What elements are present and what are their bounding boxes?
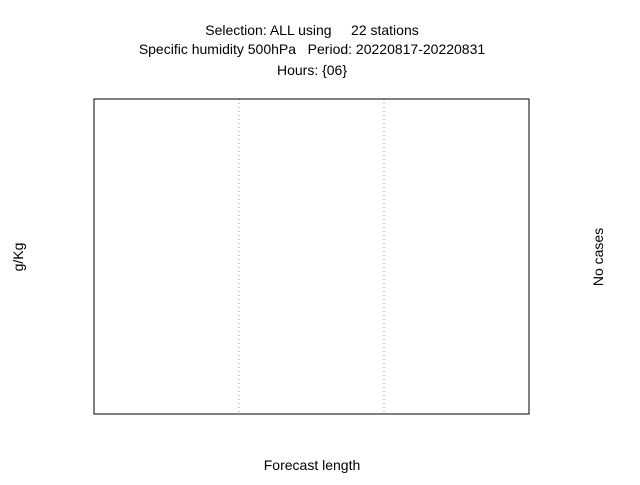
x-axis-label: Forecast length xyxy=(264,457,361,473)
y2-axis-label: No cases xyxy=(590,228,606,286)
chart-title-line-2: Specific humidity 500hPa Period: 2022081… xyxy=(139,41,486,57)
chart-title-line-1: Selection: ALL using 22 stations xyxy=(205,22,419,38)
plot-area xyxy=(94,99,529,414)
chart-title-line-3: Hours: {06} xyxy=(277,62,347,78)
y-axis-label: g/Kg xyxy=(10,243,26,272)
plot-frame xyxy=(94,99,529,414)
